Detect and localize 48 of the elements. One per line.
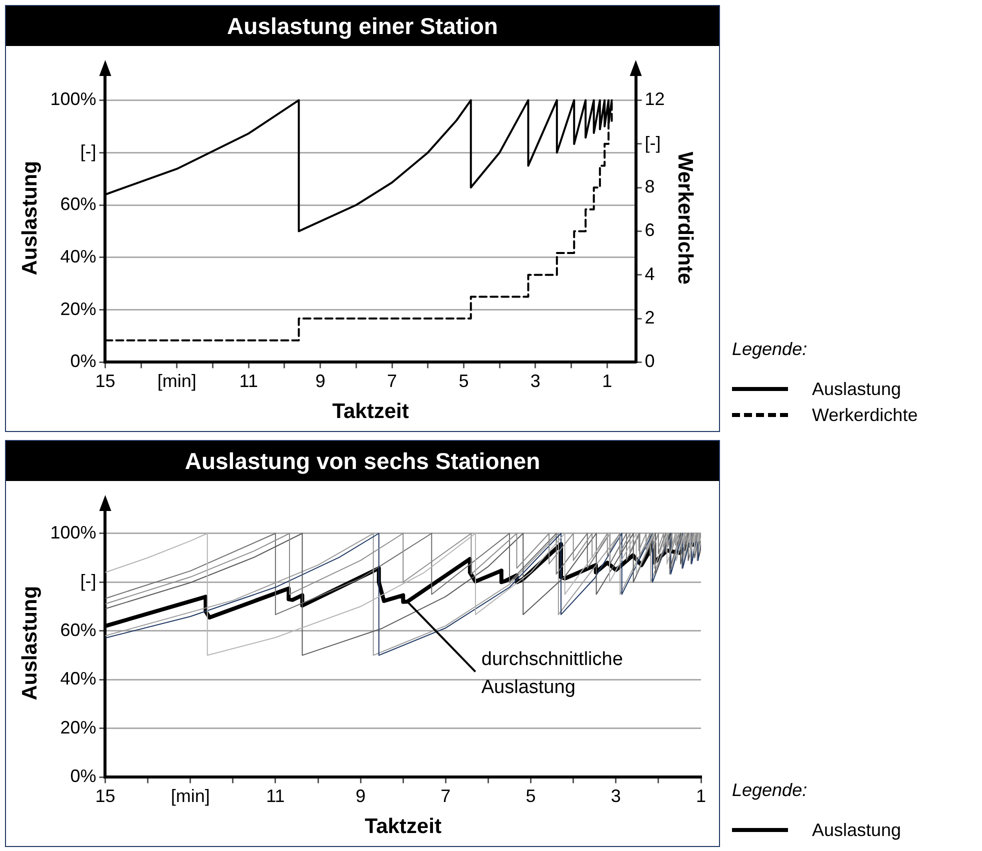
x-tick-label: 1 (696, 786, 706, 806)
x-tick-label: 15 (95, 370, 116, 391)
y2-tick-label: 2 (644, 308, 655, 328)
y2-tick-label: 0 (644, 351, 655, 372)
x-tick-label: 9 (356, 786, 366, 806)
y-axis-title: Auslastung (18, 160, 42, 276)
y-tick-label: [-] (80, 571, 96, 592)
y-tick-label: 100% (50, 89, 96, 110)
x-axis-title: Taktzeit (364, 815, 442, 838)
y2-tick-label: 4 (644, 264, 655, 284)
x-tick-label: 7 (387, 370, 398, 391)
x-tick-label: 3 (610, 786, 621, 806)
y-tick-label: 0% (70, 351, 96, 372)
y-tick-label: 20% (60, 298, 96, 319)
x-tick-label: [min] (170, 786, 210, 806)
x-tick-label: 5 (458, 370, 469, 391)
y2-axis-title: Werkerdichte (674, 152, 697, 284)
y-tick-label: 60% (60, 620, 96, 640)
legend-label: Auslastung (812, 378, 902, 400)
y-tick-label: 100% (50, 522, 96, 542)
x-axis-title: Taktzeit (332, 400, 409, 424)
chart-title: Auslastung einer Station (6, 6, 719, 46)
x-tick-label: 1 (602, 370, 612, 391)
x-tick-label: 11 (266, 786, 285, 806)
y-tick-label: 0% (70, 766, 96, 786)
y2-tick-label: [-] (644, 132, 661, 153)
x-tick-label: [min] (157, 370, 196, 391)
y-tick-label: 40% (60, 668, 96, 689)
x-tick-label: 7 (440, 786, 451, 806)
legend-label: Auslastung (812, 820, 902, 840)
y-tick-label: 60% (60, 194, 96, 214)
legend-label: Werkerdichte (812, 404, 918, 426)
x-tick-label: 15 (95, 786, 116, 806)
chart-title: Auslastung von sechs Stationen (6, 441, 719, 481)
y-tick-label: 40% (60, 246, 96, 266)
y-tick-label: 20% (60, 717, 96, 738)
y-axis-title: Auslastung (18, 586, 42, 700)
x-tick-label: 5 (526, 786, 536, 806)
y2-tick-label: 6 (644, 220, 655, 240)
x-tick-label: 11 (239, 370, 258, 391)
legend-title: Legende: (732, 339, 808, 360)
annotation: durchschnittliche Auslastung (481, 648, 623, 698)
y2-tick-label: 12 (644, 89, 665, 110)
legend-title: Legende: (732, 780, 808, 801)
x-tick-label: 3 (530, 370, 540, 391)
y2-tick-label: 8 (644, 176, 655, 196)
y-tick-label: [-] (80, 142, 96, 162)
x-tick-label: 9 (315, 370, 326, 391)
